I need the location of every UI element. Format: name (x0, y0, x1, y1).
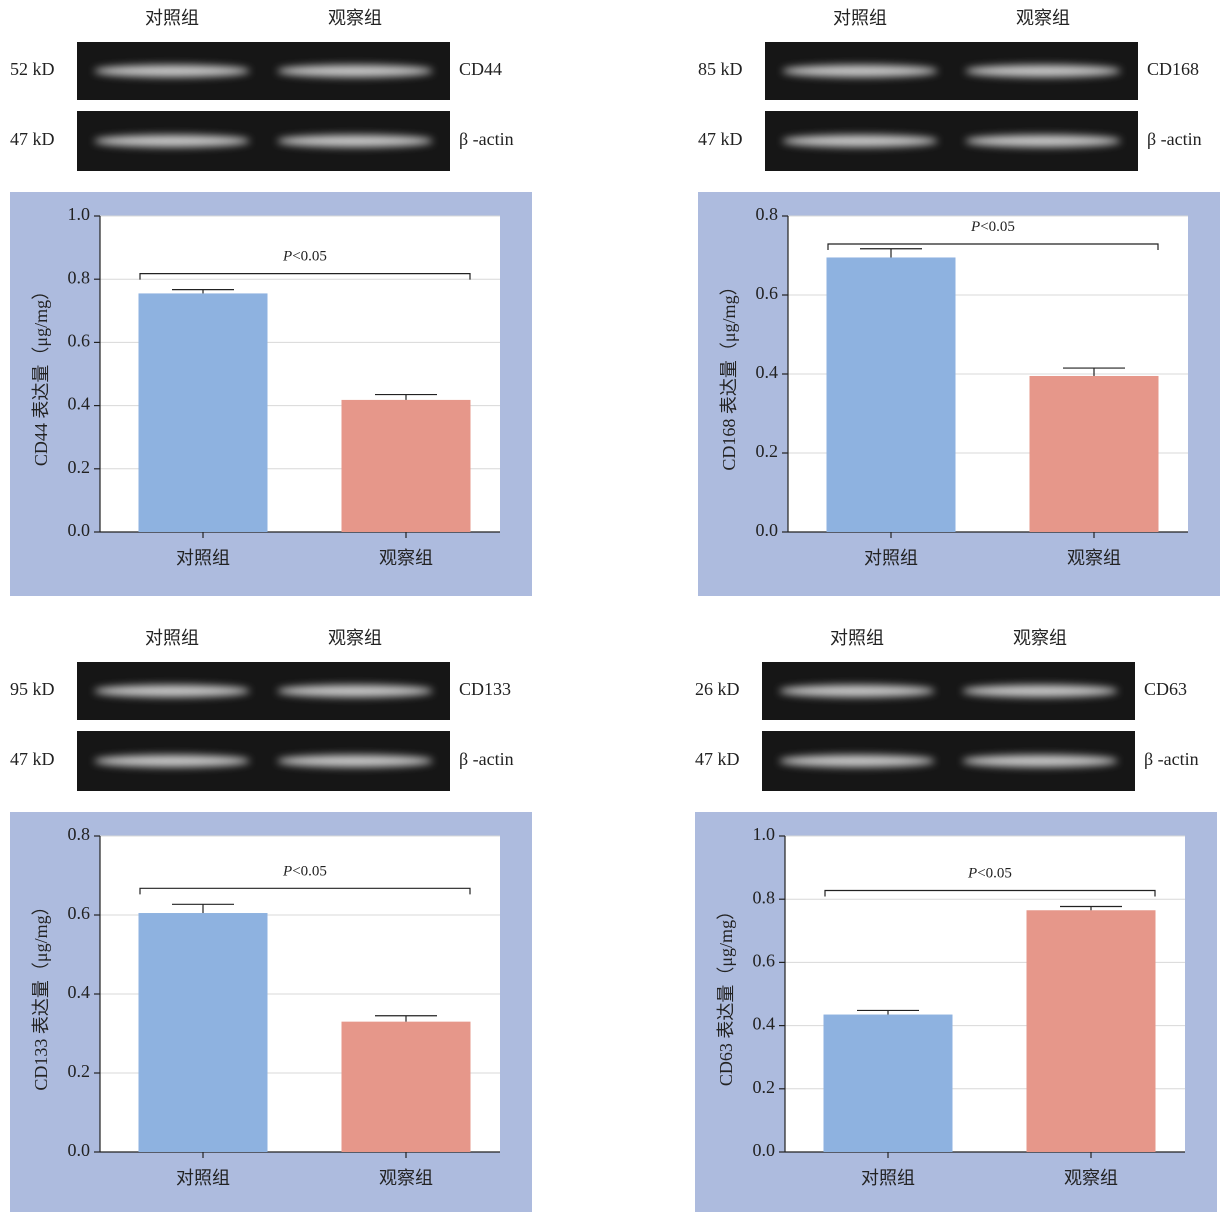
blot-band (965, 65, 1121, 77)
row-label: CD168 (1147, 59, 1199, 79)
row-label: CD44 (459, 59, 502, 79)
blot-band (779, 685, 935, 697)
annotation-rest: <0.05 (292, 249, 327, 265)
bar (827, 257, 956, 532)
x-tick-label: 对照组 (864, 548, 918, 568)
y-tick-label: 0.4 (753, 1014, 776, 1034)
marker-label: 47 kD (695, 749, 740, 769)
lane-label: 对照组 (145, 628, 199, 648)
y-tick-label: 0.6 (753, 951, 776, 971)
bar (342, 1022, 471, 1152)
marker-label: 95 kD (10, 679, 55, 699)
y-tick-label: 0.8 (68, 267, 91, 287)
lane-label: 观察组 (1016, 8, 1070, 28)
row-label: CD133 (459, 679, 511, 699)
x-tick-label: 观察组 (1067, 548, 1121, 568)
y-tick-label: 0.8 (68, 824, 91, 844)
y-tick-label: 0.0 (756, 520, 779, 540)
blot-band (965, 135, 1121, 147)
bar (1027, 910, 1156, 1152)
bar (824, 1015, 953, 1152)
annotation-italic: P (967, 866, 977, 882)
y-tick-label: 0.4 (68, 394, 91, 414)
annotation: P<0.05 (967, 866, 1012, 882)
annotation: P<0.05 (282, 864, 327, 880)
lane-label: 观察组 (328, 628, 382, 648)
y-axis-label: CD168 表达量（μg/mg） (719, 277, 739, 470)
annotation-rest: <0.05 (980, 219, 1015, 235)
y-axis-label: CD63 表达量（μg/mg） (716, 902, 736, 1086)
blot-band (779, 755, 935, 767)
lane-label: 观察组 (1013, 628, 1067, 648)
x-tick-label: 对照组 (861, 1168, 915, 1188)
blot-band (782, 135, 938, 147)
y-tick-label: 1.0 (68, 204, 91, 224)
blot-band (277, 135, 433, 147)
blot-band (782, 65, 938, 77)
y-tick-label: 0.6 (756, 283, 779, 303)
blot-band (277, 755, 433, 767)
blot-band (277, 65, 433, 77)
y-tick-label: 0.0 (68, 1140, 91, 1160)
lane-label: 对照组 (833, 8, 887, 28)
row-label: β -actin (1144, 749, 1199, 769)
row-label: β -actin (459, 749, 514, 769)
y-tick-label: 1.0 (753, 824, 776, 844)
annotation-italic: P (282, 864, 292, 880)
blot-band (962, 685, 1118, 697)
y-tick-label: 0.4 (68, 982, 91, 1002)
annotation-rest: <0.05 (977, 866, 1012, 882)
annotation: P<0.05 (970, 219, 1015, 235)
marker-label: 47 kD (10, 129, 55, 149)
y-tick-label: 0.6 (68, 331, 91, 351)
bar (139, 913, 268, 1152)
blot-band (94, 755, 250, 767)
y-tick-label: 0.2 (68, 1061, 91, 1081)
blot-band (277, 685, 433, 697)
bar (139, 293, 268, 532)
marker-label: 47 kD (698, 129, 743, 149)
annotation-italic: P (970, 219, 980, 235)
row-label: β -actin (459, 129, 514, 149)
y-axis-label: CD133 表达量（μg/mg） (31, 897, 51, 1090)
bar (342, 400, 471, 532)
y-tick-label: 0.8 (753, 887, 776, 907)
annotation: P<0.05 (282, 249, 327, 265)
y-tick-label: 0.4 (756, 362, 779, 382)
y-axis-label: CD44 表达量（μg/mg） (31, 282, 51, 466)
lane-label: 对照组 (830, 628, 884, 648)
annotation-italic: P (282, 249, 292, 265)
marker-label: 26 kD (695, 679, 740, 699)
annotation-rest: <0.05 (292, 864, 327, 880)
blot-band (94, 685, 250, 697)
row-label: β -actin (1147, 129, 1202, 149)
marker-label: 47 kD (10, 749, 55, 769)
figure: 对照组观察组52 kDCD4447 kDβ -actin0.00.20.40.6… (0, 0, 1223, 1212)
marker-label: 85 kD (698, 59, 743, 79)
blot-band (94, 135, 250, 147)
y-tick-label: 0.6 (68, 903, 91, 923)
bar (1030, 376, 1159, 532)
x-tick-label: 对照组 (176, 1168, 230, 1188)
y-tick-label: 0.2 (756, 441, 779, 461)
y-tick-label: 0.2 (753, 1077, 776, 1097)
x-tick-label: 对照组 (176, 548, 230, 568)
y-tick-label: 0.2 (68, 457, 91, 477)
blot-band (94, 65, 250, 77)
marker-label: 52 kD (10, 59, 55, 79)
lane-label: 对照组 (145, 8, 199, 28)
y-tick-label: 0.0 (68, 520, 91, 540)
y-tick-label: 0.8 (756, 204, 779, 224)
y-tick-label: 0.0 (753, 1140, 776, 1160)
row-label: CD63 (1144, 679, 1187, 699)
x-tick-label: 观察组 (379, 548, 433, 568)
x-tick-label: 观察组 (379, 1168, 433, 1188)
lane-label: 观察组 (328, 8, 382, 28)
x-tick-label: 观察组 (1064, 1168, 1118, 1188)
blot-band (962, 755, 1118, 767)
